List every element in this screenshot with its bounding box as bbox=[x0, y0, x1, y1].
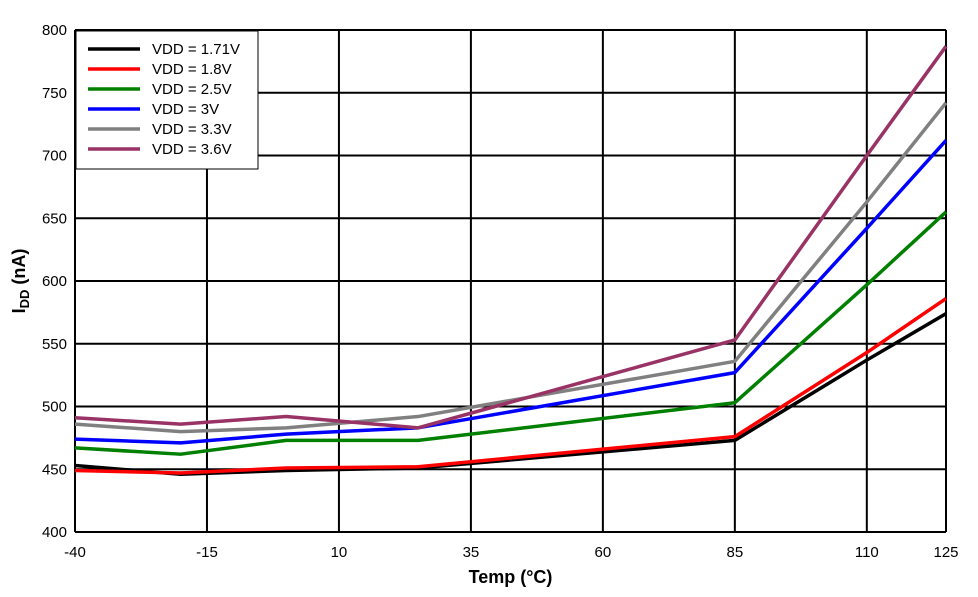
legend-label-0: VDD = 1.71V bbox=[152, 41, 240, 58]
series-line-2 bbox=[74, 210, 948, 456]
series-line-3 bbox=[74, 139, 948, 445]
x-tick-label: -40 bbox=[64, 544, 86, 561]
x-tick-label: 110 bbox=[855, 544, 879, 561]
legend-label-1: VDD = 1.8V bbox=[152, 61, 232, 78]
y-label-main: I bbox=[9, 308, 29, 313]
x-tick-label: 125 bbox=[933, 544, 958, 561]
y-axis-label: IDD (nA) bbox=[9, 249, 32, 314]
y-tick-label: 550 bbox=[42, 336, 67, 353]
series-line-1 bbox=[74, 297, 947, 475]
y-tick-label: 500 bbox=[42, 399, 67, 416]
y-tick-label: 650 bbox=[42, 210, 67, 227]
legend-label-5: VDD = 3.6V bbox=[152, 141, 232, 158]
series-line-5 bbox=[74, 45, 948, 430]
x-tick-label: 10 bbox=[331, 544, 348, 561]
legend-box bbox=[75, 30, 259, 170]
y-label-sub: DD bbox=[17, 290, 32, 309]
y-label-unit: (nA) bbox=[9, 249, 29, 290]
y-tick-label: 750 bbox=[42, 85, 67, 102]
x-tick-label: 60 bbox=[595, 544, 612, 561]
y-tick-label: 800 bbox=[42, 22, 67, 39]
legend-label-3: VDD = 3V bbox=[152, 101, 219, 118]
series-line-4 bbox=[74, 101, 948, 434]
legend-label-2: VDD = 2.5V bbox=[152, 81, 232, 98]
y-tick-label: 400 bbox=[42, 524, 67, 541]
x-tick-label: -15 bbox=[196, 544, 218, 561]
x-tick-label: 35 bbox=[463, 544, 480, 561]
x-tick-label: 85 bbox=[727, 544, 744, 561]
y-tick-label: 450 bbox=[42, 461, 67, 478]
x-axis-label: Temp (°C) bbox=[469, 567, 553, 587]
y-tick-label: 600 bbox=[42, 273, 67, 290]
legend-label-4: VDD = 3.3V bbox=[152, 121, 232, 138]
y-tick-label: 700 bbox=[42, 148, 67, 165]
